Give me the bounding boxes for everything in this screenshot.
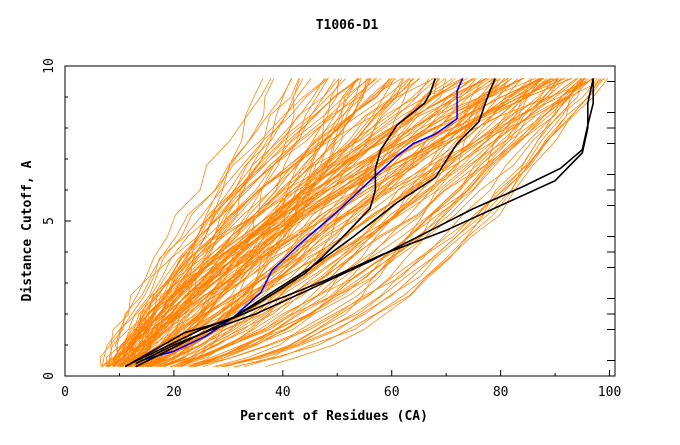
background-curve	[187, 78, 598, 368]
background-curve	[130, 78, 395, 367]
background-curve	[149, 78, 519, 368]
background-curve	[101, 78, 525, 367]
x-tick-label: 60	[384, 385, 400, 400]
background-curve	[126, 78, 411, 368]
background-curve	[226, 78, 542, 368]
background-curve	[133, 78, 586, 368]
x-tick-label: 80	[493, 385, 509, 400]
x-axis-label: Percent of Residues (CA)	[240, 409, 428, 424]
background-curve	[194, 78, 609, 368]
background-curve	[105, 78, 327, 367]
background-curve	[129, 78, 456, 367]
background-curve	[141, 78, 342, 368]
background-curve	[215, 78, 585, 368]
background-curve	[181, 78, 562, 368]
y-axis-label: Distance Cutoff, A	[20, 160, 35, 301]
axes-layer: 0 20 40 60 80 100 0 5 10	[42, 58, 621, 400]
background-curve	[145, 78, 541, 367]
background-curve	[149, 78, 439, 368]
background-curve	[142, 78, 595, 367]
background-curve	[134, 78, 446, 368]
background-curve	[221, 78, 604, 368]
background-curve	[140, 78, 433, 367]
background-curve	[119, 78, 275, 367]
background-curve	[179, 78, 505, 368]
series-line	[135, 78, 595, 365]
background-curve	[234, 78, 602, 368]
background-curve	[112, 78, 393, 367]
background-curve	[115, 78, 544, 367]
background-curves	[99, 78, 609, 368]
background-curve	[144, 78, 292, 367]
series-line	[140, 78, 464, 362]
background-curve	[155, 78, 579, 368]
background-curve	[163, 78, 509, 368]
series-line	[129, 78, 496, 365]
x-tick-label: 40	[275, 385, 291, 400]
y-tick-label: 5	[42, 217, 57, 225]
background-curve	[108, 78, 293, 367]
y-tick-label: 0	[42, 372, 57, 380]
background-curve	[163, 78, 559, 368]
background-curve	[125, 78, 372, 367]
series-layer	[124, 78, 595, 368]
background-curve	[107, 78, 508, 367]
background-curve	[136, 78, 414, 367]
background-curve	[169, 78, 586, 368]
x-tick-label: 100	[598, 385, 621, 400]
background-curve	[149, 78, 404, 368]
chart-title: T1006-D1	[316, 18, 379, 33]
background-curve	[224, 78, 582, 368]
background-curve	[179, 78, 589, 368]
background-curve	[114, 78, 272, 367]
background-curve	[120, 78, 558, 367]
x-tick-label: 0	[61, 385, 69, 400]
x-tick-label: 20	[166, 385, 182, 400]
background-curve	[120, 78, 361, 367]
background-curve	[157, 78, 553, 368]
background-curve	[120, 78, 513, 367]
background-curve	[99, 78, 346, 367]
background-curve	[147, 78, 329, 367]
background-curve	[130, 78, 475, 367]
background-curve	[119, 78, 523, 367]
background-curve	[177, 78, 587, 368]
background-curve	[126, 78, 539, 368]
background-curve	[265, 78, 581, 368]
background-curve	[129, 78, 410, 367]
y-tick-label: 10	[42, 58, 57, 74]
background-curve	[170, 78, 577, 368]
